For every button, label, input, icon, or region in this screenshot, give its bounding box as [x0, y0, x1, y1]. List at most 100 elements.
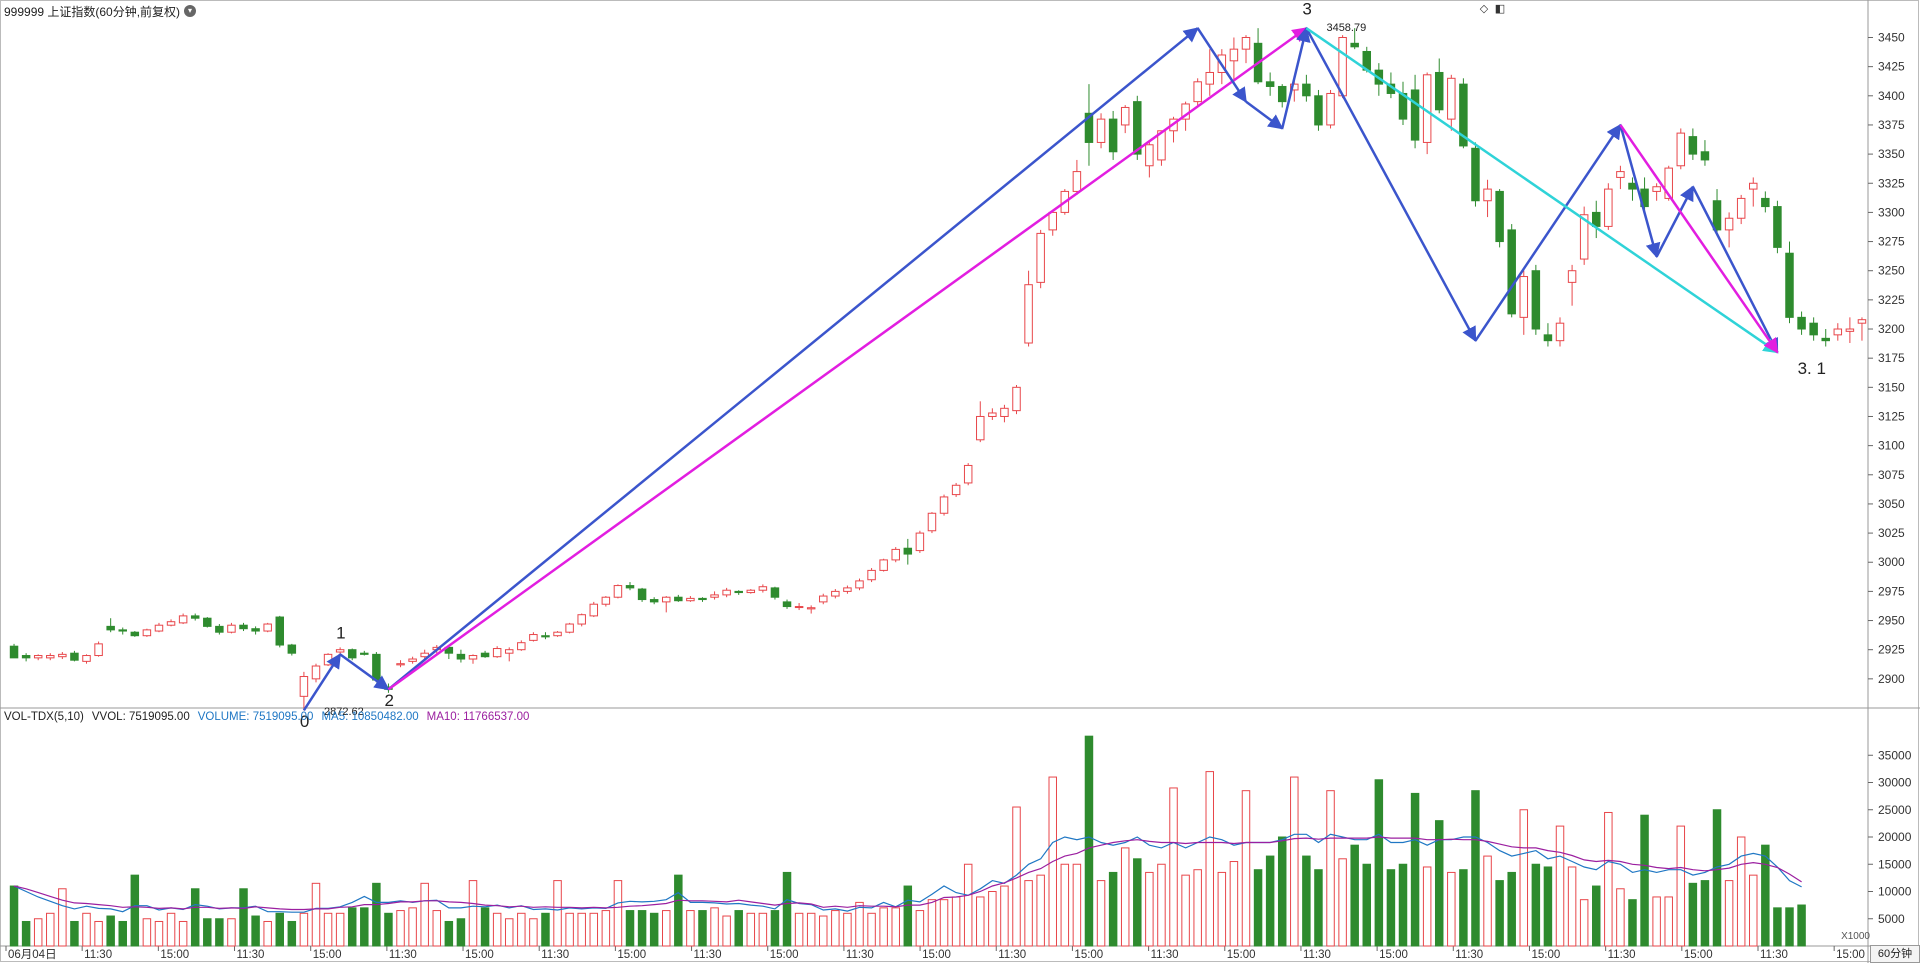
time-tick-label: 11:30 — [389, 949, 417, 961]
panel-toggle-icon[interactable]: ◧ — [1494, 3, 1506, 15]
volume-bar — [831, 910, 840, 947]
volume-bar — [239, 888, 248, 947]
candle-body — [275, 616, 284, 646]
volume-bar — [1205, 771, 1214, 947]
candle-body — [1809, 322, 1818, 336]
candle-body — [1845, 328, 1855, 332]
time-tick-label: 11:30 — [1608, 949, 1636, 961]
candle-body — [589, 603, 599, 617]
volume-bar — [480, 907, 490, 947]
volume-bar — [1736, 836, 1746, 947]
price-tick-label: 3025 — [1878, 526, 1905, 540]
volume-bar — [1084, 735, 1094, 947]
volume-bar — [263, 920, 272, 947]
candle-body — [722, 589, 731, 596]
candle-body — [118, 629, 127, 632]
candle-body — [1277, 85, 1287, 103]
volume-bar — [976, 896, 985, 947]
price-tick-label: 3150 — [1878, 380, 1905, 394]
candle-body — [33, 655, 43, 659]
volume-bar — [1096, 880, 1106, 947]
candle-body — [662, 596, 671, 603]
candle-body — [1688, 136, 1698, 155]
volume-bar — [565, 912, 574, 947]
candle-body — [480, 652, 490, 658]
time-tick-label: 15:00 — [617, 949, 646, 961]
volume-bar — [1362, 863, 1372, 947]
candle-body — [1157, 130, 1166, 161]
candle-body — [1483, 188, 1492, 202]
candle-body — [1652, 186, 1661, 192]
candle-body — [1302, 83, 1311, 97]
volume-bar — [178, 920, 188, 947]
wave-line-blue — [1305, 27, 1477, 342]
price-tick-label: 3200 — [1878, 322, 1905, 336]
price-tick-label: 3300 — [1878, 205, 1905, 219]
candle-body — [360, 652, 369, 655]
candle-body — [553, 631, 562, 637]
volume-bar — [1531, 863, 1541, 947]
wave-line-blue — [387, 27, 1199, 691]
volume-bar — [770, 910, 780, 947]
volume-bar — [1422, 866, 1432, 947]
diamond-icon[interactable]: ◇ — [1479, 3, 1489, 15]
price-tick-label: 3425 — [1878, 60, 1905, 74]
price-tick-label: 3375 — [1878, 118, 1905, 132]
candle-body — [541, 635, 550, 638]
volume-bar — [891, 907, 900, 947]
candle-body — [1459, 83, 1468, 147]
candle-body — [1447, 77, 1456, 120]
volume-bar — [1640, 814, 1649, 947]
volume-bar — [1519, 809, 1529, 947]
candle-body — [1205, 71, 1214, 85]
candle-body — [879, 559, 888, 571]
candle-body — [94, 643, 103, 657]
volume-tick-label: 10000 — [1878, 885, 1912, 899]
price-tick-label: 3250 — [1878, 264, 1905, 278]
candle-body — [831, 590, 840, 597]
candle-body — [1133, 101, 1142, 155]
volume-bar — [1543, 866, 1553, 947]
candle-body — [1145, 144, 1154, 167]
candle-body — [396, 663, 405, 666]
volume-bar — [504, 918, 514, 947]
volume-bar — [1398, 863, 1408, 947]
vvol-value: VVOL: 7519095.00 — [91, 711, 190, 723]
wave-annotation: 3458.79 — [1326, 22, 1366, 34]
volume-indicator-name[interactable]: VOL-TDX(5,10) — [4, 711, 84, 723]
period-selector[interactable]: 60分钟 — [1870, 945, 1920, 963]
price-tick-label: 2950 — [1878, 614, 1905, 628]
candle-body — [1507, 229, 1516, 315]
volume-tick-label: 30000 — [1878, 776, 1912, 790]
candle-body — [698, 597, 707, 601]
volume-bar — [33, 918, 43, 947]
candle-body — [46, 655, 55, 659]
time-tick-label: 15:00 — [1531, 949, 1560, 961]
candle-body — [734, 590, 743, 594]
wave-annotation: 1 — [336, 624, 345, 643]
candle-body — [976, 415, 985, 441]
candle-body — [215, 625, 224, 633]
volume-bar — [347, 907, 357, 947]
candle-body — [782, 601, 792, 608]
candle-body — [1592, 211, 1601, 227]
volume-bar — [1277, 836, 1287, 947]
candle-body — [106, 625, 115, 631]
chart-title-bar: 999999 上证指数(60分钟,前复权) ▾ — [4, 3, 197, 19]
volume-bar — [1447, 871, 1456, 947]
volume-bar — [166, 912, 176, 947]
volume-bar — [227, 918, 236, 947]
candle-body — [239, 624, 248, 630]
candle-body — [963, 464, 973, 484]
volume-bar — [794, 912, 804, 947]
candle-body — [625, 585, 635, 589]
price-tick-label: 2975 — [1878, 584, 1905, 598]
candle-body — [1700, 151, 1710, 161]
chevron-down-icon[interactable]: ▾ — [184, 5, 197, 17]
candle-body — [1012, 386, 1021, 412]
candle-body — [601, 596, 611, 605]
wave-line-blue — [1474, 123, 1622, 342]
volume-bar — [553, 880, 562, 947]
